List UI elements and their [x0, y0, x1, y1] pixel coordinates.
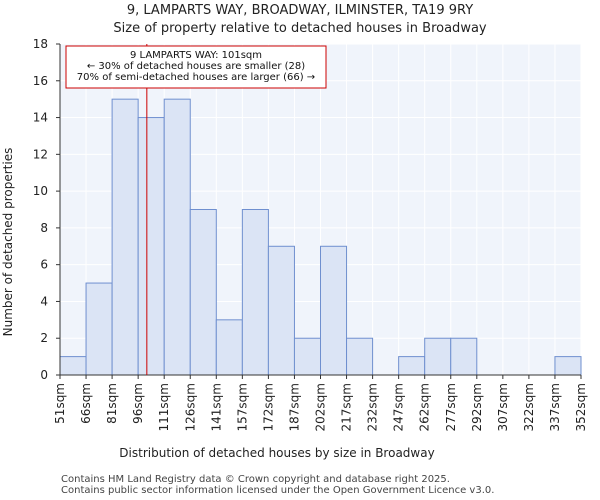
x-tick-label: 51sqm — [53, 383, 67, 424]
y-tick-label: 10 — [33, 184, 48, 198]
footer-copyright: Contains HM Land Registry data © Crown c… — [61, 474, 450, 485]
x-tick-label: 322sqm — [522, 383, 536, 431]
y-tick-label: 16 — [33, 74, 48, 88]
annotation-box — [65, 45, 327, 89]
x-tick-label: 337sqm — [548, 383, 562, 431]
x-tick-labels: 51sqm 66sqm 81sqm 96sqm 111sqm 126sqm 141sqm 15… — [53, 383, 588, 431]
x-tick-label: 96sqm — [131, 383, 145, 424]
x-tick-label: 172sqm — [261, 383, 275, 431]
bar — [215, 319, 243, 376]
bar — [111, 98, 139, 376]
annotation-line-2: ← 30% of detached houses are smaller (28… — [87, 61, 305, 72]
x-tick-label: 81sqm — [105, 383, 119, 424]
bar — [554, 356, 582, 376]
bar — [85, 282, 113, 376]
x-tick-label: 126sqm — [183, 383, 197, 431]
bar — [241, 209, 269, 376]
y-tick-label: 18 — [33, 37, 48, 51]
x-tick-label: 292sqm — [470, 383, 484, 431]
x-tick-label: 352sqm — [574, 383, 588, 431]
bar — [320, 245, 348, 376]
x-tick-label: 157sqm — [235, 383, 249, 431]
chart-subtitle: Size of property relative to detached ho… — [113, 21, 487, 36]
chart-title: 9, LAMPARTS WAY, BROADWAY, ILMINSTER, TA… — [127, 3, 473, 18]
x-tick-label: 217sqm — [340, 383, 354, 431]
bar — [424, 337, 452, 376]
x-axis-label: Distribution of detached houses by size … — [119, 446, 434, 460]
bar — [346, 337, 374, 376]
x-tick-label: 66sqm — [79, 383, 93, 424]
x-tick-label: 141sqm — [209, 383, 223, 431]
annotation-line-1: 9 LAMPARTS WAY: 101sqm — [130, 50, 262, 61]
y-tick-label: 4 — [40, 294, 48, 308]
bar — [293, 337, 322, 376]
footer-licence: Contains public sector information licen… — [61, 485, 495, 496]
x-tick-label: 307sqm — [496, 383, 510, 431]
y-tick-labels: 0 2 4 6 8 10 12 14 16 18 — [33, 37, 48, 382]
x-tick-label: 277sqm — [444, 383, 458, 431]
bar — [189, 209, 217, 376]
annotation-line-3: 70% of semi-detached houses are larger (… — [77, 72, 315, 83]
y-tick-label: 6 — [40, 258, 48, 272]
y-tick-label: 14 — [33, 111, 48, 125]
bar — [267, 245, 295, 376]
bar — [163, 98, 191, 376]
x-tick-label: 202sqm — [314, 383, 328, 431]
x-tick-label: 187sqm — [287, 383, 301, 431]
bars — [59, 98, 582, 376]
y-tick-label: 8 — [40, 221, 48, 235]
x-tick-label: 247sqm — [392, 383, 406, 431]
bar — [450, 337, 478, 376]
y-tick-label: 12 — [33, 147, 48, 161]
x-tick-label: 232sqm — [366, 383, 380, 431]
bar — [137, 117, 165, 376]
bar — [398, 356, 426, 376]
x-tick-label: 262sqm — [418, 383, 432, 431]
y-tick-label: 0 — [40, 368, 48, 382]
y-tick-label: 2 — [40, 331, 48, 345]
x-tick-label: 111sqm — [157, 383, 171, 431]
y-axis-label: Number of detached properties — [1, 148, 15, 337]
bar — [59, 356, 87, 376]
